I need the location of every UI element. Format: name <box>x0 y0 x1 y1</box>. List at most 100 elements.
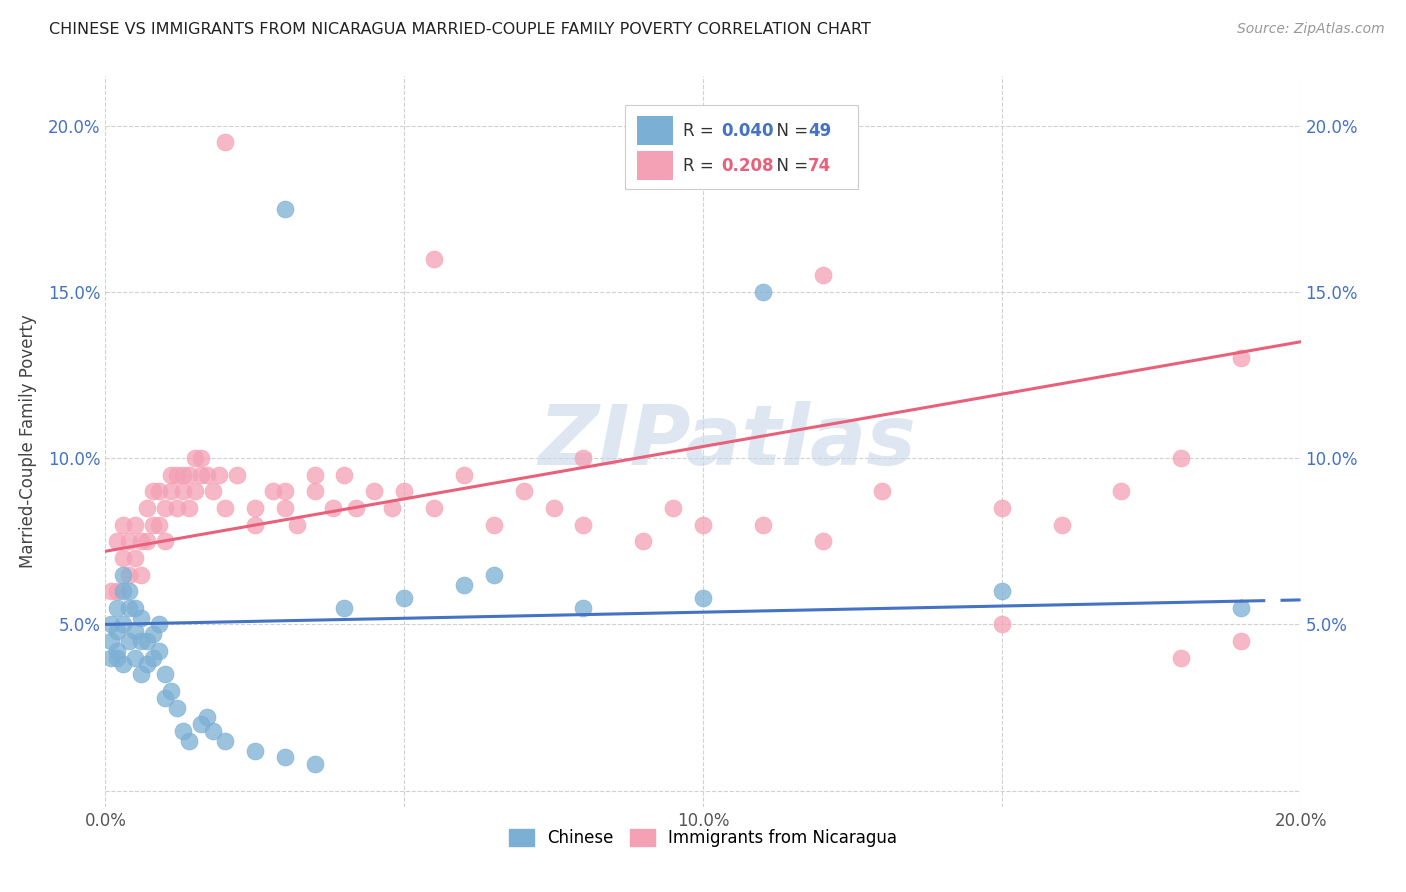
Point <box>124 600 146 615</box>
Point <box>692 591 714 605</box>
Point <box>172 723 194 738</box>
Point <box>136 534 159 549</box>
Point <box>423 252 446 266</box>
Point <box>129 534 153 549</box>
Point <box>112 567 135 582</box>
Point <box>155 690 177 705</box>
Point <box>363 484 385 499</box>
Point <box>100 617 122 632</box>
Point <box>172 484 194 499</box>
Legend: Chinese, Immigrants from Nicaragua: Chinese, Immigrants from Nicaragua <box>502 822 904 854</box>
Point <box>243 744 266 758</box>
Point <box>990 617 1012 632</box>
Point <box>124 650 146 665</box>
Point <box>751 517 773 532</box>
Point <box>543 501 565 516</box>
Text: N =: N = <box>766 157 814 175</box>
Point <box>572 451 595 466</box>
Point <box>177 733 201 747</box>
Point <box>692 517 714 532</box>
Point <box>1111 484 1133 499</box>
Text: N =: N = <box>766 121 814 140</box>
Point <box>129 667 153 681</box>
Point <box>148 617 170 632</box>
Point <box>321 501 344 516</box>
Point <box>136 501 159 516</box>
Point <box>453 577 475 591</box>
Point <box>100 650 122 665</box>
Point <box>572 517 595 532</box>
Point <box>107 650 129 665</box>
Point <box>990 584 1012 599</box>
Point <box>142 484 165 499</box>
Point <box>148 484 170 499</box>
Point <box>423 501 446 516</box>
Point <box>273 750 295 764</box>
Point <box>214 136 236 150</box>
Point <box>129 567 153 582</box>
Point <box>160 467 183 482</box>
Point <box>100 634 122 648</box>
Point <box>112 550 135 565</box>
Point <box>394 591 416 605</box>
Point <box>394 484 416 499</box>
Point <box>166 700 188 714</box>
Point <box>107 600 129 615</box>
Point <box>1050 517 1073 532</box>
Point <box>100 584 122 599</box>
Point <box>202 484 225 499</box>
Point <box>112 517 135 532</box>
Point <box>195 710 218 724</box>
Point <box>662 501 685 516</box>
Point <box>243 517 266 532</box>
Point <box>107 584 129 599</box>
Point <box>118 634 141 648</box>
Point <box>304 757 326 772</box>
Point <box>118 534 141 549</box>
Point <box>124 517 146 532</box>
Point <box>172 467 194 482</box>
Point <box>184 451 207 466</box>
Point <box>304 484 326 499</box>
Point <box>166 501 188 516</box>
Text: R =: R = <box>683 157 718 175</box>
Point <box>142 627 165 641</box>
Point <box>112 657 135 672</box>
Point <box>482 567 505 582</box>
Point <box>811 268 834 283</box>
Point <box>148 644 170 658</box>
Point <box>273 202 295 216</box>
Point <box>112 617 135 632</box>
Point <box>142 517 165 532</box>
Point <box>136 634 159 648</box>
FancyBboxPatch shape <box>637 116 673 145</box>
Point <box>273 484 295 499</box>
Point <box>262 484 284 499</box>
Point <box>195 467 218 482</box>
Point <box>148 517 170 532</box>
Point <box>184 484 207 499</box>
Point <box>381 501 404 516</box>
Point <box>155 501 177 516</box>
Point <box>214 501 236 516</box>
Point <box>482 517 505 532</box>
Point <box>751 285 773 299</box>
Text: R =: R = <box>683 121 718 140</box>
Point <box>155 534 177 549</box>
Point <box>990 501 1012 516</box>
Point <box>107 534 129 549</box>
Text: ZIPatlas: ZIPatlas <box>538 401 915 482</box>
Point <box>166 467 188 482</box>
Point <box>107 624 129 638</box>
Point <box>190 717 212 731</box>
Point <box>872 484 894 499</box>
Point <box>333 600 356 615</box>
Point <box>160 684 183 698</box>
Point <box>1170 650 1192 665</box>
Point <box>118 567 141 582</box>
Point <box>118 584 141 599</box>
Point <box>208 467 231 482</box>
Point <box>160 484 183 499</box>
Point <box>107 644 129 658</box>
Text: CHINESE VS IMMIGRANTS FROM NICARAGUA MARRIED-COUPLE FAMILY POVERTY CORRELATION C: CHINESE VS IMMIGRANTS FROM NICARAGUA MAR… <box>49 22 872 37</box>
